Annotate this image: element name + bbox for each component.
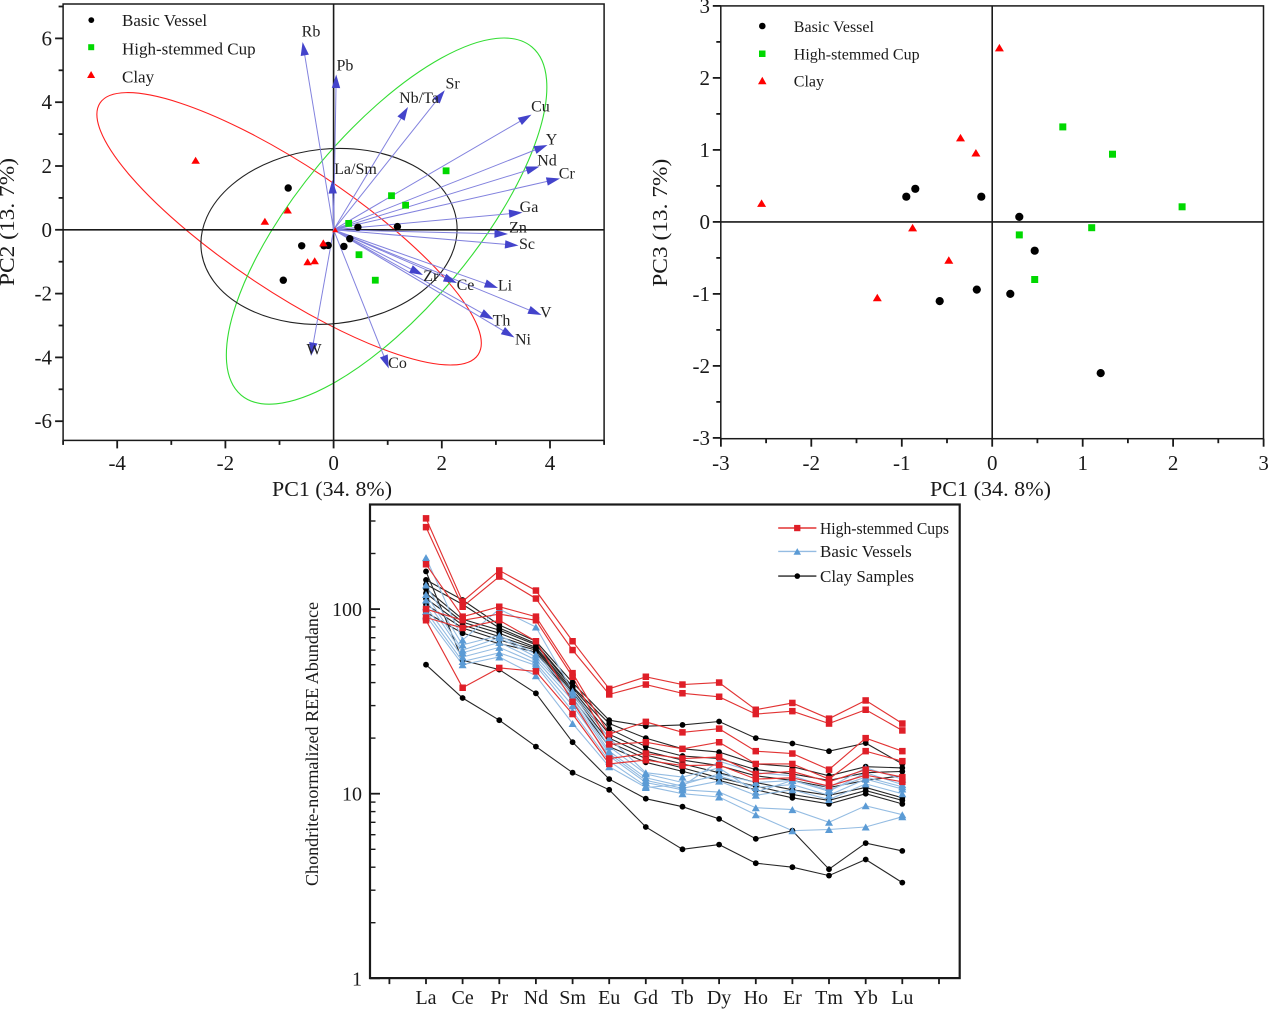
svg-text:-2: -2 (217, 451, 235, 475)
svg-text:Chondrite-normalized REE Abund: Chondrite-normalized REE Abundance (302, 602, 322, 886)
svg-text:2: 2 (437, 451, 448, 475)
svg-text:Nd: Nd (537, 153, 557, 170)
svg-text:-2: -2 (35, 282, 53, 306)
svg-text:Eu: Eu (598, 987, 620, 1009)
svg-text:Cr: Cr (559, 166, 576, 183)
svg-text:Y: Y (546, 132, 558, 149)
svg-text:Ga: Ga (520, 199, 539, 216)
svg-text:3: 3 (1258, 451, 1269, 475)
svg-text:Gd: Gd (634, 987, 658, 1009)
svg-text:1: 1 (700, 138, 711, 162)
svg-text:0: 0 (328, 451, 339, 475)
svg-text:Nb/Ta: Nb/Ta (399, 90, 439, 107)
svg-text:2: 2 (42, 154, 53, 178)
svg-text:PC2 (13. 7%): PC2 (13. 7%) (0, 158, 19, 286)
svg-text:Th: Th (493, 313, 511, 330)
svg-text:Cu: Cu (531, 99, 550, 116)
svg-text:Li: Li (498, 278, 513, 295)
svg-text:6: 6 (42, 26, 53, 50)
svg-text:-4: -4 (108, 451, 126, 475)
svg-text:-3: -3 (712, 451, 730, 475)
svg-text:4: 4 (545, 451, 556, 475)
svg-text:-4: -4 (35, 345, 53, 369)
svg-text:2: 2 (1168, 451, 1179, 475)
svg-text:Yb: Yb (853, 987, 877, 1009)
svg-text:-1: -1 (693, 282, 711, 306)
svg-text:Sm: Sm (559, 987, 586, 1009)
svg-text:1: 1 (352, 968, 362, 990)
svg-text:La: La (415, 987, 436, 1009)
svg-text:Dy: Dy (707, 987, 731, 1009)
svg-text:-2: -2 (803, 451, 821, 475)
svg-text:Sc: Sc (519, 236, 535, 253)
svg-text:0: 0 (42, 218, 53, 242)
svg-text:High-stemmed Cups: High-stemmed Cups (820, 519, 949, 538)
svg-text:La/Sm: La/Sm (334, 161, 377, 178)
svg-text:Ho: Ho (744, 987, 768, 1009)
svg-text:10: 10 (342, 784, 362, 806)
svg-text:Co: Co (388, 355, 407, 372)
svg-text:0: 0 (987, 451, 998, 475)
svg-text:-3: -3 (693, 426, 711, 450)
svg-text:Zr: Zr (423, 268, 439, 285)
svg-text:Tb: Tb (671, 987, 693, 1009)
svg-text:Ce: Ce (457, 277, 475, 294)
svg-text:Zn: Zn (509, 220, 527, 237)
svg-text:0: 0 (700, 210, 711, 234)
svg-text:PC1 (34. 8%): PC1 (34. 8%) (930, 477, 1051, 501)
svg-text:Pb: Pb (337, 58, 354, 75)
svg-text:Basic Vessel: Basic Vessel (122, 11, 207, 30)
svg-text:Pr: Pr (490, 987, 508, 1009)
svg-text:Ce: Ce (451, 987, 473, 1009)
svg-text:PC1 (34. 8%): PC1 (34. 8%) (272, 477, 392, 501)
svg-text:Ni: Ni (515, 332, 532, 349)
svg-text:-2: -2 (693, 354, 711, 378)
svg-text:High-stemmed Cup: High-stemmed Cup (122, 39, 256, 58)
svg-text:W: W (306, 342, 322, 359)
svg-text:Sr: Sr (446, 76, 461, 93)
svg-text:2: 2 (700, 66, 711, 90)
svg-text:PC3 (13. 7%): PC3 (13. 7%) (648, 159, 672, 287)
svg-text:Nd: Nd (524, 987, 548, 1009)
svg-text:Clay Samples: Clay Samples (820, 567, 914, 586)
svg-text:-6: -6 (35, 409, 53, 433)
svg-text:V: V (540, 305, 552, 322)
svg-text:Rb: Rb (302, 24, 321, 41)
svg-text:Tm: Tm (815, 987, 843, 1009)
svg-text:-1: -1 (893, 451, 911, 475)
svg-text:Clay: Clay (794, 73, 824, 90)
svg-text:4: 4 (42, 90, 53, 114)
svg-text:1: 1 (1077, 451, 1088, 475)
svg-text:100: 100 (332, 599, 362, 621)
svg-text:High-stemmed Cup: High-stemmed Cup (794, 47, 920, 64)
svg-text:Basic Vessel: Basic Vessel (794, 19, 875, 36)
svg-text:Clay: Clay (122, 68, 155, 87)
svg-text:Basic Vessels: Basic Vessels (820, 542, 912, 561)
svg-text:3: 3 (700, 0, 711, 18)
svg-text:Lu: Lu (891, 987, 913, 1009)
svg-text:Er: Er (783, 987, 802, 1009)
